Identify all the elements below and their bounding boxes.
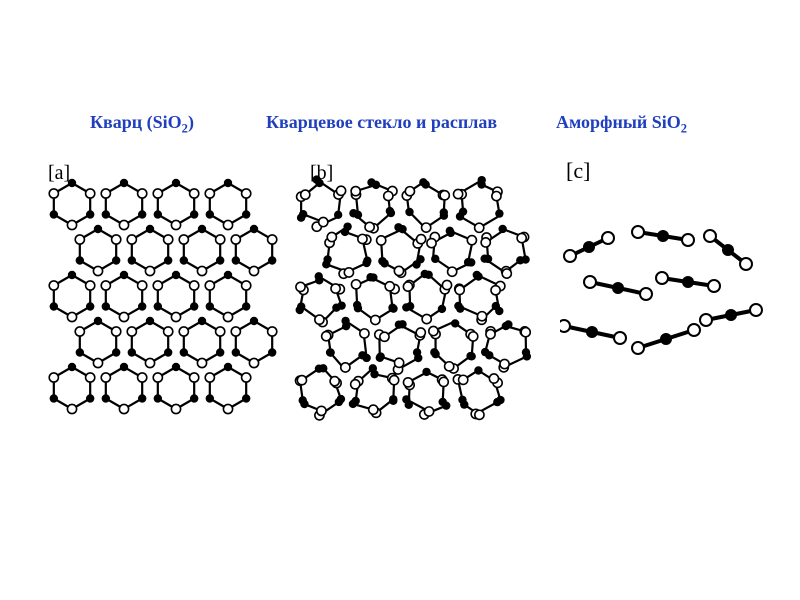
title-amorphous: Аморфный SiO2 <box>556 112 687 137</box>
diagram-quartz-glass <box>290 170 540 450</box>
title-glass-melt: Кварцевое стекло и расплав <box>266 112 497 133</box>
title-quartz: Кварц (SiO2) <box>90 112 194 137</box>
panel-label-c: [c] <box>566 158 590 184</box>
diagram-quartz-crystal <box>44 170 284 450</box>
diagram-amorphous-sio2 <box>560 220 770 420</box>
